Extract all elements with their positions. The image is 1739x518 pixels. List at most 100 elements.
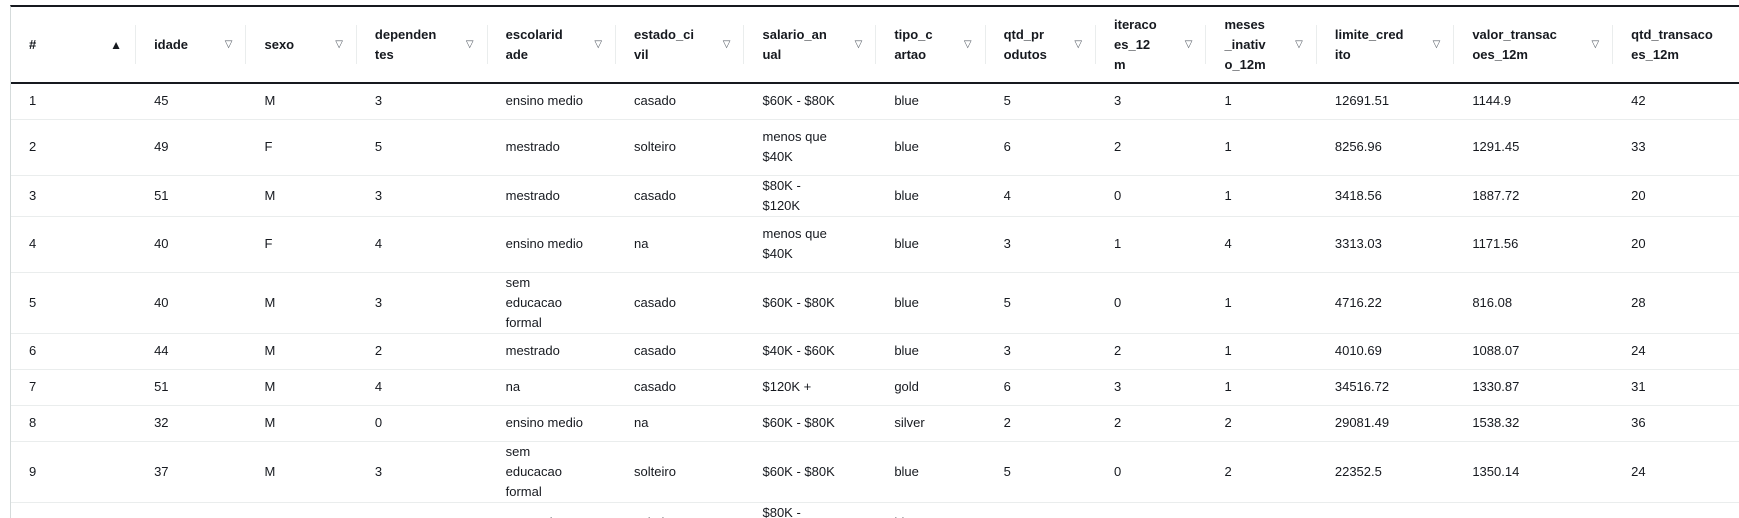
column-header-idx[interactable]: # ▲ <box>11 7 137 84</box>
column-header-label: sexo <box>264 36 295 52</box>
cell-tipo-cartao: silver <box>894 415 925 430</box>
column-header-dependentes[interactable]: dependentes ▽ <box>356 7 488 84</box>
cell-qtd-transacoes-12m: 31 <box>1631 379 1646 394</box>
column-header-idade[interactable]: idade ▽ <box>136 7 247 84</box>
cell-salario-anual: $80K - $120K <box>762 177 801 213</box>
table-row[interactable]: 1 45 M 3 ensino medio casado $60K - $80K blue 5 3… <box>11 83 1739 119</box>
sort-toggle-icon[interactable]: ▽ <box>335 38 343 50</box>
cell-tipo-cartao: gold <box>894 379 919 394</box>
cell-dependentes: 3 <box>374 463 383 479</box>
cell-qtd-produtos: 5 <box>1003 294 1011 310</box>
cell-estado-civil: solteiro <box>634 463 676 479</box>
cell-escolaridade: mestrado <box>505 343 560 358</box>
column-header-label: salario_anual <box>762 26 827 62</box>
cell-meses-inativo-12m: 1 <box>1224 139 1232 154</box>
sort-ascending-icon[interactable]: ▲ <box>110 37 123 52</box>
cell-idade: 40 <box>154 294 169 310</box>
table-row[interactable]: 5 40 M 3 sem educacao formal casado $60K - $80… <box>11 272 1739 333</box>
column-header-qtd-transacoes-12m[interactable]: qtd_transacoes_12m▽ <box>1613 7 1739 84</box>
cell-meses-inativo-12m: 1 <box>1224 93 1232 109</box>
column-header-salario-anual[interactable]: salario_anual ▽ <box>744 7 877 84</box>
cell-salario-anual: $80K - $120K <box>762 504 801 518</box>
table-row[interactable]: 7 51 M 4 na casado $120K + gold 6 3 1 34516.72 1330.… <box>11 369 1739 405</box>
cell-iteracoes-12m: 1 <box>1114 236 1122 251</box>
cell-limite-credito: 11656.41 <box>1317 502 1454 518</box>
data-table-container: # ▲ idade ▽ sexo ▽ dependentes ▽ escolaridade ▽ es… <box>10 5 1739 518</box>
column-header-limite-credito[interactable]: limite_credito ▽ <box>1316 7 1455 84</box>
table-row[interactable]: 2 49 F 5 mestrado solteiro menos que $40K blue 6… <box>11 119 1739 175</box>
cell-estado-civil: casado <box>634 294 676 310</box>
table-header-row: # ▲ idade ▽ sexo ▽ dependentes ▽ escolaridade ▽ es… <box>11 7 1739 84</box>
sort-toggle-icon[interactable]: ▽ <box>1184 38 1193 50</box>
column-header-estado-civil[interactable]: estado_civil ▽ <box>616 7 745 84</box>
sort-toggle-icon[interactable]: ▽ <box>1295 38 1303 50</box>
table-row[interactable]: 6 44 M 2 mestrado casado $40K - $60K blue 3 2 1 401… <box>11 333 1739 369</box>
column-header-label: qtd_transacoes_12m <box>1631 26 1713 62</box>
column-header-escolaridade[interactable]: escolaridade ▽ <box>487 7 617 84</box>
sort-toggle-icon[interactable]: ▽ <box>854 38 863 50</box>
cell-qtd-transacoes-12m: 24 <box>1631 343 1646 358</box>
cell-idade: 51 <box>154 379 169 394</box>
cell-sexo: M <box>264 415 276 430</box>
cell-qtd-produtos: 5 <box>1003 463 1011 479</box>
cell-salario-anual: menos que $40K <box>762 129 827 164</box>
column-header-label: qtd_produtos <box>1003 26 1047 62</box>
cell-limite-credito: 8256.96 <box>1334 139 1382 154</box>
cell-salario-anual: $60K - $80K <box>762 93 835 109</box>
cell-valor-transacoes-12m: 1291.45 <box>1472 139 1520 154</box>
cell-qtd-transacoes-12m: 20 <box>1631 236 1646 251</box>
table-row[interactable]: 3 51 M 3 mestrado casado $80K - $120K blue 4 0 1 34… <box>11 175 1739 216</box>
cell-estado-civil: casado <box>634 343 676 358</box>
sort-toggle-icon[interactable]: ▽ <box>1432 38 1441 50</box>
cell-idx: 7 <box>29 379 37 394</box>
cell-dependentes: 3 <box>374 187 383 203</box>
column-header-sexo[interactable]: sexo ▽ <box>246 7 358 84</box>
cell-sexo: M <box>246 502 356 518</box>
column-header-iteracoes-12m[interactable]: iteracoes_12m ▽ <box>1096 7 1207 84</box>
cell-dependentes: 2 <box>357 502 488 518</box>
cell-iteracoes-12m: 0 <box>1114 294 1122 310</box>
cell-estado-civil: na <box>634 236 649 251</box>
sort-toggle-icon[interactable]: ▽ <box>224 38 233 50</box>
cell-meses-inativo-12m: 2 <box>1224 415 1232 430</box>
cell-valor-transacoes-12m: 1441.73 <box>1454 502 1613 518</box>
table-row[interactable]: 4 40 F 4 ensino medio na menos que $40K blue 3 1 4… <box>11 216 1739 272</box>
sort-toggle-icon[interactable]: ▽ <box>465 38 474 50</box>
sort-toggle-icon[interactable]: ▽ <box>722 38 731 50</box>
cell-limite-credito: 4716.22 <box>1334 294 1382 310</box>
column-header-label: meses_inativo_12m <box>1224 16 1266 72</box>
cell-idade: 37 <box>154 463 169 479</box>
cell-iteracoes-12m: 0 <box>1114 463 1122 479</box>
sort-toggle-icon[interactable]: ▽ <box>963 38 972 50</box>
cell-idx: 3 <box>29 187 37 203</box>
column-header-qtd-produtos[interactable]: qtd_produtos ▽ <box>985 7 1097 84</box>
column-header-meses-inativo-12m[interactable]: meses_inativo_12m ▽ <box>1206 7 1318 84</box>
cell-estado-civil: solteiro <box>616 502 744 518</box>
cell-dependentes: 4 <box>374 236 383 251</box>
cell-dependentes: 3 <box>374 294 383 310</box>
sort-toggle-icon[interactable]: ▽ <box>1074 38 1083 50</box>
table-row[interactable]: 9 37 M 3 sem educacao formal solteiro $60K - $… <box>11 441 1739 502</box>
column-header-tipo-cartao[interactable]: tipo_cartao ▽ <box>876 7 986 84</box>
cell-idx: 1 <box>29 93 37 109</box>
column-header-label: limite_credito <box>1334 26 1404 62</box>
cell-idade: 32 <box>154 415 169 430</box>
cell-salario-anual: $120K + <box>762 379 812 394</box>
cell-meses-inativo-12m: 3 <box>1206 502 1316 518</box>
cell-salario-anual: menos que $40K <box>762 226 827 261</box>
cell-valor-transacoes-12m: 1538.32 <box>1472 415 1520 430</box>
cell-dependentes: 2 <box>374 343 383 358</box>
cell-qtd-produtos: 5 <box>1003 93 1011 109</box>
cell-idx: 8 <box>29 415 37 430</box>
cell-escolaridade: ensino medio <box>505 236 583 251</box>
cell-qtd-produtos: 6 <box>1003 139 1011 154</box>
cell-tipo-cartao: blue <box>894 463 919 479</box>
column-header-valor-transacoes-12m[interactable]: valor_transacoes_12m ▽ <box>1454 7 1614 84</box>
cell-sexo: F <box>264 236 273 251</box>
cell-tipo-cartao: blue <box>894 236 919 251</box>
sort-toggle-icon[interactable]: ▽ <box>594 38 603 50</box>
sort-toggle-icon[interactable]: ▽ <box>1591 38 1600 50</box>
table-row[interactable]: 1048M2mestradosolteiro$80K - $120Kblue63… <box>11 502 1739 518</box>
cell-meses-inativo-12m: 4 <box>1224 236 1232 251</box>
table-row[interactable]: 8 32 M 0 ensino medio na $60K - $80K silver 2 2 2 2… <box>11 405 1739 441</box>
